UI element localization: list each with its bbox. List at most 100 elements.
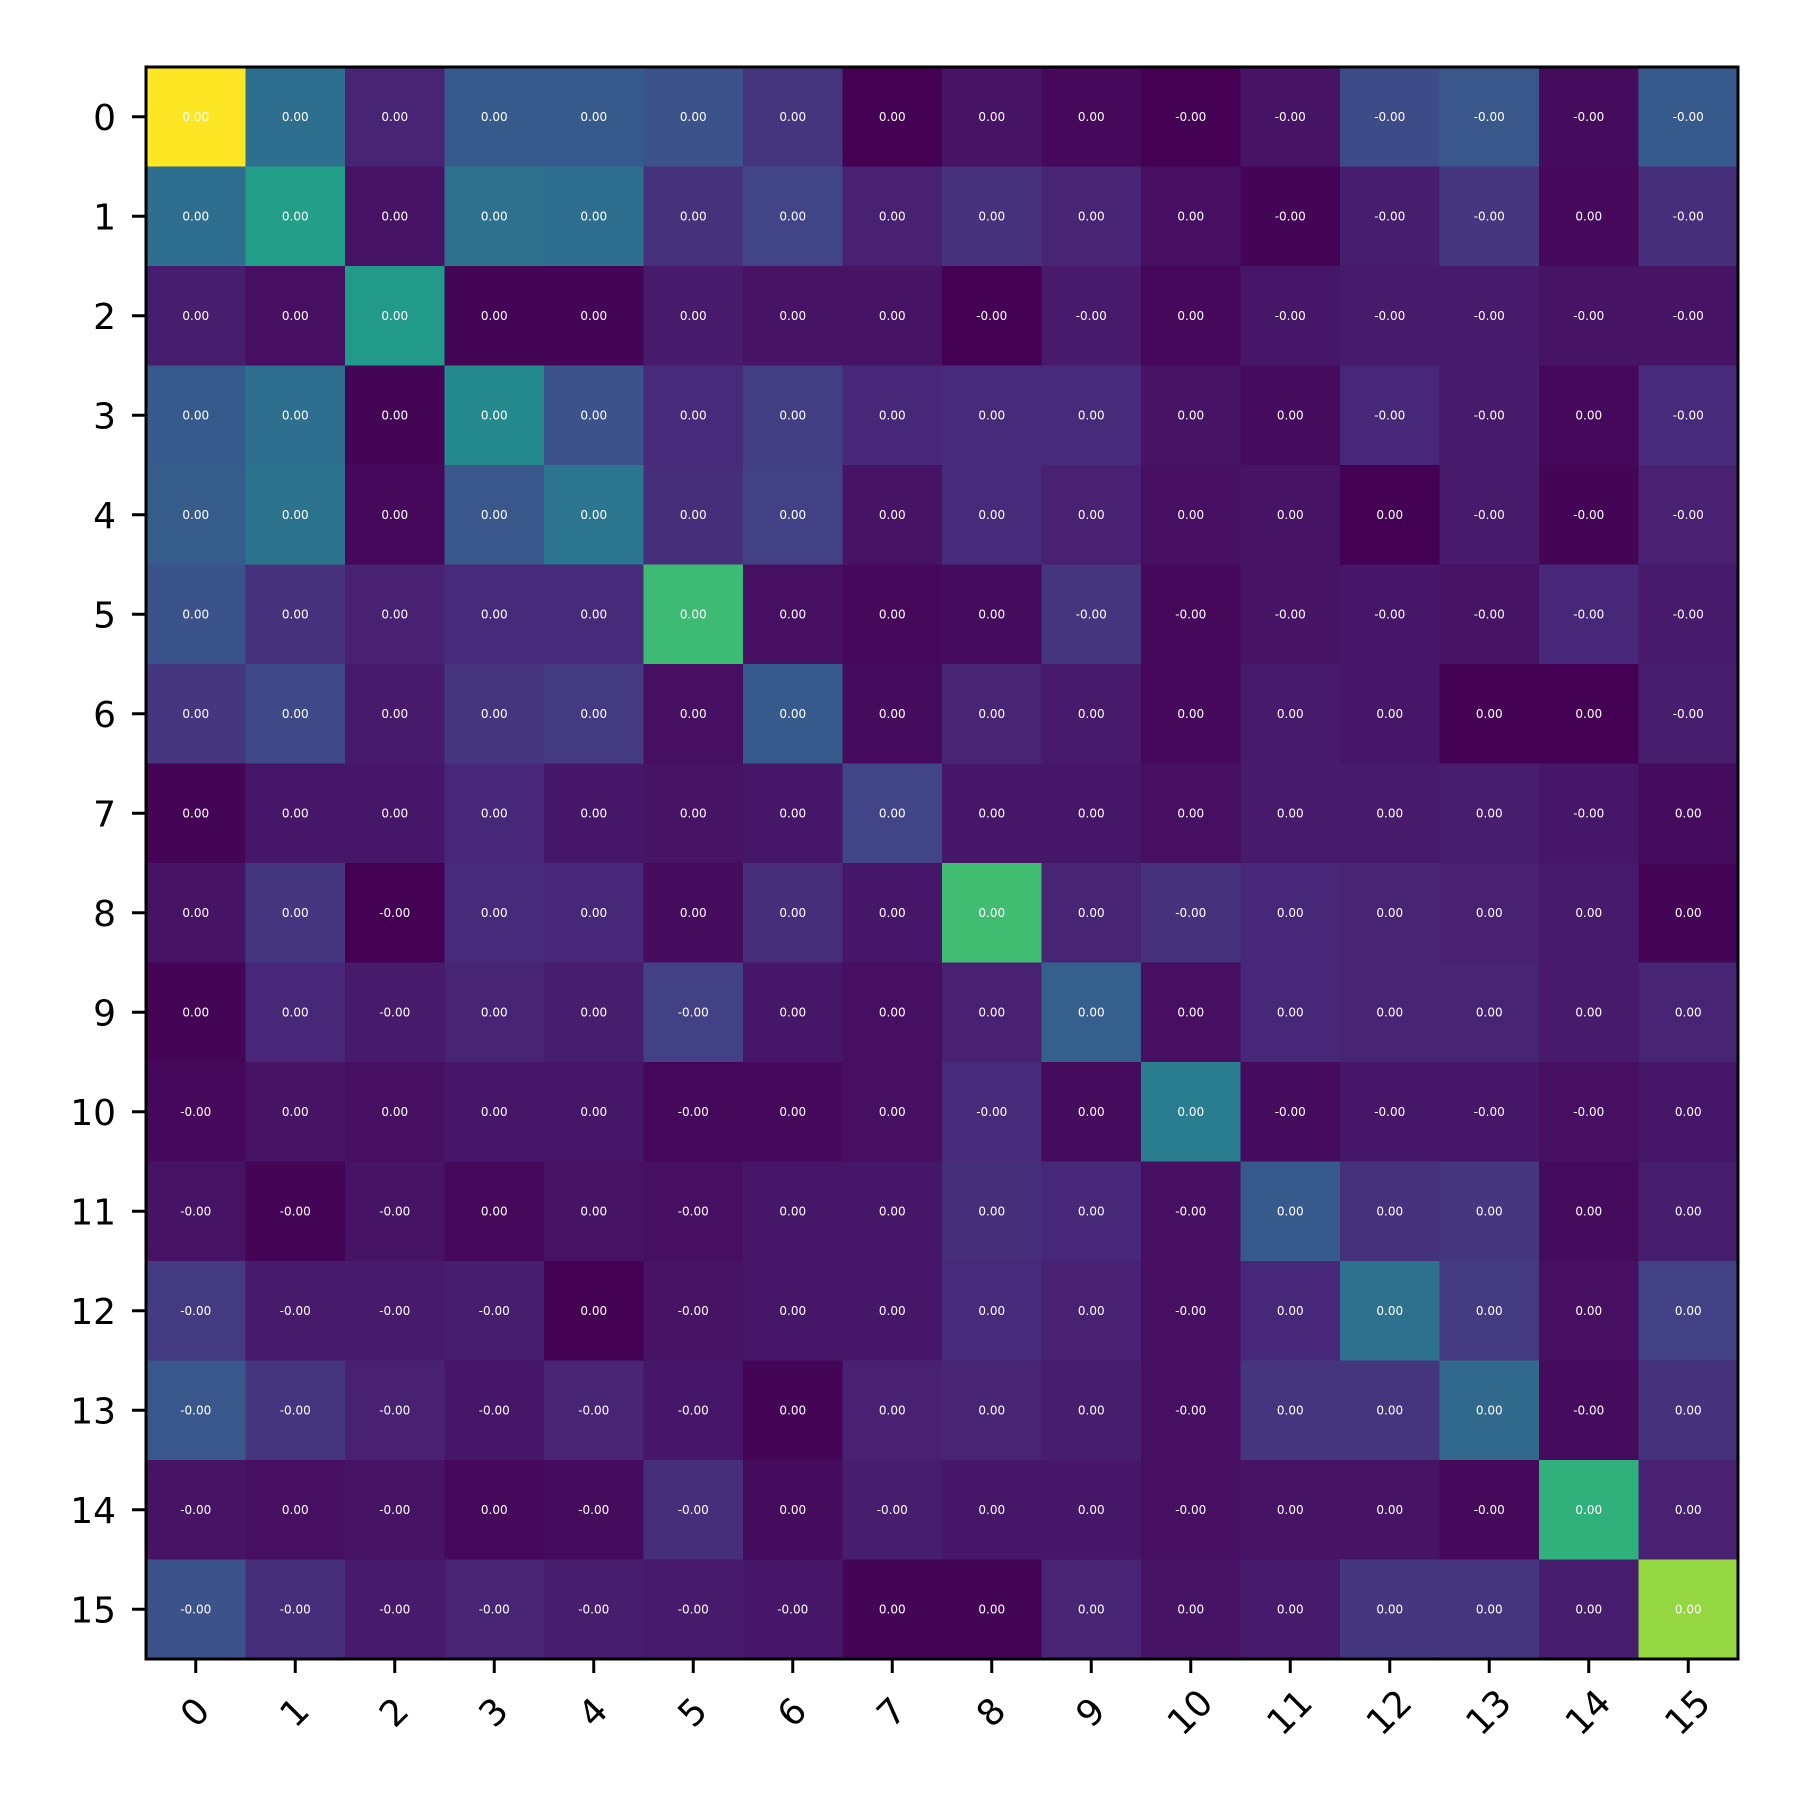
heatmap-cell-9-1 (245, 962, 346, 1063)
cell-value-label-15-2: -0.00 (379, 1602, 410, 1616)
heatmap-cell-15-13 (1439, 1559, 1540, 1660)
cell-value-label-7-9: 0.00 (1078, 806, 1105, 820)
heatmap-cell-7-0 (146, 763, 247, 864)
heatmap-cell-12-13 (1439, 1261, 1540, 1362)
heatmap-cell-15-7 (842, 1559, 943, 1660)
heatmap-cell-12-15 (1638, 1261, 1739, 1362)
cell-value-label-13-10: -0.00 (1175, 1403, 1206, 1417)
cell-value-label-4-14: -0.00 (1573, 508, 1604, 522)
y-tick-label-10: 10 (70, 1093, 116, 1134)
heatmap-cell-9-6 (743, 962, 844, 1063)
heatmap-cell-11-14 (1539, 1161, 1640, 1262)
heatmap-cell-7-5 (643, 763, 744, 864)
cell-value-label-13-3: -0.00 (479, 1403, 510, 1417)
cell-value-label-9-5: -0.00 (678, 1005, 709, 1019)
cell-value-label-2-5: 0.00 (680, 309, 707, 323)
cell-value-label-13-2: -0.00 (379, 1403, 410, 1417)
heatmap-cell-9-11 (1240, 962, 1341, 1063)
y-tick-label-5: 5 (93, 595, 116, 636)
cell-value-label-13-5: -0.00 (678, 1403, 709, 1417)
cell-value-label-15-7: 0.00 (879, 1602, 906, 1616)
heatmap-cell-5-0 (146, 564, 247, 665)
heatmap-cell-12-8 (942, 1261, 1043, 1362)
heatmap-cell-4-3 (444, 465, 545, 566)
cell-value-label-8-8: 0.00 (978, 906, 1005, 920)
cell-value-label-1-8: 0.00 (978, 209, 1005, 223)
heatmap-cell-12-11 (1240, 1261, 1341, 1362)
cell-value-label-0-12: -0.00 (1374, 110, 1405, 124)
heatmap-cell-5-8 (942, 564, 1043, 665)
heatmap-cell-1-2 (345, 166, 446, 267)
heatmap-cell-3-11 (1240, 365, 1341, 466)
heatmap-cell-7-14 (1539, 763, 1640, 864)
heatmap-cell-8-13 (1439, 863, 1540, 964)
heatmap-cell-9-12 (1340, 962, 1441, 1063)
heatmap-cell-7-7 (842, 763, 943, 864)
cell-value-label-14-0: -0.00 (180, 1503, 211, 1517)
heatmap-cell-0-15 (1638, 67, 1739, 168)
heatmap-cell-3-7 (842, 365, 943, 466)
heatmap-cell-4-13 (1439, 465, 1540, 566)
heatmap-cell-5-10 (1141, 564, 1242, 665)
heatmap-cell-8-2 (345, 863, 446, 964)
heatmap-cell-11-11 (1240, 1161, 1341, 1262)
heatmap-cell-13-5 (643, 1360, 744, 1461)
heatmap-cell-7-11 (1240, 763, 1341, 864)
cell-value-label-7-5: 0.00 (680, 806, 707, 820)
cell-value-label-5-3: 0.00 (481, 607, 508, 621)
heatmap-cell-3-4 (544, 365, 645, 466)
cell-value-label-4-4: 0.00 (580, 508, 607, 522)
cell-value-label-13-7: 0.00 (879, 1403, 906, 1417)
heatmap-cell-8-8 (942, 863, 1043, 964)
cell-value-label-10-8: -0.00 (976, 1105, 1007, 1119)
cell-value-label-2-14: -0.00 (1573, 309, 1604, 323)
cell-value-label-12-2: -0.00 (379, 1304, 410, 1318)
cell-value-label-12-0: -0.00 (180, 1304, 211, 1318)
cell-value-label-8-13: 0.00 (1476, 906, 1503, 920)
heatmap-cell-2-5 (643, 266, 744, 367)
heatmap-cell-14-10 (1141, 1460, 1242, 1561)
heatmap-cell-2-0 (146, 266, 247, 367)
heatmap-cell-15-6 (743, 1559, 844, 1660)
cell-value-label-11-0: -0.00 (180, 1204, 211, 1218)
heatmap-cell-10-12 (1340, 1062, 1441, 1163)
heatmap-cell-14-2 (345, 1460, 446, 1561)
cell-value-label-5-2: 0.00 (381, 607, 408, 621)
cell-value-label-9-4: 0.00 (580, 1005, 607, 1019)
heatmap-cell-12-3 (444, 1261, 545, 1362)
cell-value-label-4-10: 0.00 (1177, 508, 1204, 522)
cell-value-label-5-13: -0.00 (1474, 607, 1505, 621)
heatmap-cell-7-15 (1638, 763, 1739, 864)
cell-value-label-3-12: -0.00 (1374, 408, 1405, 422)
heatmap-cell-12-4 (544, 1261, 645, 1362)
cell-value-label-3-11: 0.00 (1277, 408, 1304, 422)
y-tick-label-14: 14 (70, 1491, 116, 1532)
heatmap-cell-3-13 (1439, 365, 1540, 466)
cell-value-label-5-6: 0.00 (779, 607, 806, 621)
cell-value-label-15-14: 0.00 (1575, 1602, 1602, 1616)
heatmap-cell-3-9 (1041, 365, 1142, 466)
heatmap-cell-9-9 (1041, 962, 1142, 1063)
cell-value-label-3-0: 0.00 (182, 408, 209, 422)
cell-value-label-10-11: -0.00 (1275, 1105, 1306, 1119)
cell-value-label-5-15: -0.00 (1673, 607, 1704, 621)
heatmap-cell-12-2 (345, 1261, 446, 1362)
cell-value-label-3-10: 0.00 (1177, 408, 1204, 422)
cell-value-label-2-11: -0.00 (1275, 309, 1306, 323)
heatmap-cell-1-9 (1041, 166, 1142, 267)
cell-value-label-0-1: 0.00 (282, 110, 309, 124)
cell-value-label-0-8: 0.00 (978, 110, 1005, 124)
heatmap-cell-12-12 (1340, 1261, 1441, 1362)
heatmap-cell-6-2 (345, 664, 446, 765)
cell-value-label-2-0: 0.00 (182, 309, 209, 323)
cell-value-label-15-3: -0.00 (479, 1602, 510, 1616)
heatmap-cell-3-5 (643, 365, 744, 466)
cell-value-label-12-10: -0.00 (1175, 1304, 1206, 1318)
heatmap-cell-12-5 (643, 1261, 744, 1362)
cell-value-label-10-12: -0.00 (1374, 1105, 1405, 1119)
cell-value-label-11-4: 0.00 (580, 1204, 607, 1218)
cell-value-label-6-1: 0.00 (282, 707, 309, 721)
cell-value-label-3-3: 0.00 (481, 408, 508, 422)
heatmap-cell-9-15 (1638, 962, 1739, 1063)
cell-value-label-7-2: 0.00 (381, 806, 408, 820)
